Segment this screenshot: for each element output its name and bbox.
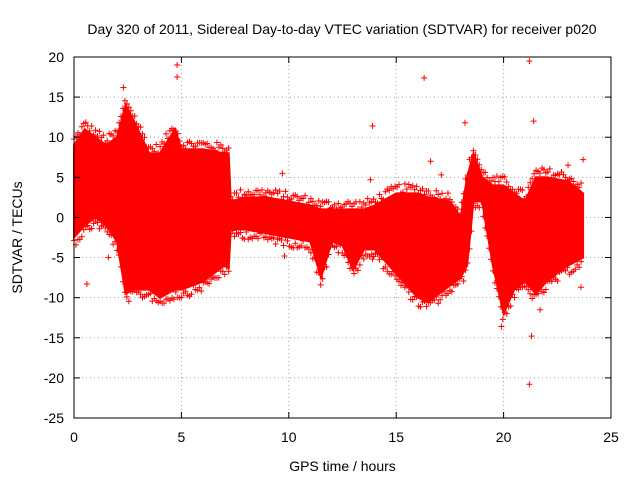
data-point (369, 256, 376, 263)
data-point (498, 323, 505, 330)
data-point (120, 84, 127, 91)
data-point (427, 158, 434, 165)
y-tick-label: 15 (48, 89, 64, 105)
chart-title: Day 320 of 2011, Sidereal Day-to-day VTE… (87, 21, 596, 37)
data-point (174, 74, 181, 81)
data-point (565, 162, 572, 169)
data-point (421, 74, 428, 81)
y-tick-label: 20 (48, 49, 64, 65)
y-tick-label: 0 (56, 209, 64, 225)
data-band (73, 102, 585, 317)
data-point (537, 306, 544, 313)
data-point (526, 381, 533, 388)
y-tick-label: -25 (44, 410, 64, 426)
data-point (279, 170, 286, 177)
y-tick-label: 10 (48, 129, 64, 145)
data-point (530, 118, 537, 125)
x-tick-label: 25 (603, 429, 619, 445)
data-point (105, 254, 112, 261)
data-point (367, 176, 374, 183)
y-axis-label: SDTVAR / TECUs (9, 181, 25, 293)
data-layer (71, 58, 587, 388)
data-point (174, 62, 181, 69)
y-tick-label: -20 (44, 370, 64, 386)
x-tick-label: 15 (388, 429, 404, 445)
y-tick-label: -15 (44, 330, 64, 346)
data-point (438, 171, 445, 178)
axis-ticks: 0 5 10 15 20 25 -25 -20 -15 -10 -5 0 5 10 15 20 (44, 49, 619, 445)
x-tick-label: 10 (281, 429, 297, 445)
data-point (577, 284, 584, 291)
x-axis-label: GPS time / hours (289, 458, 396, 474)
data-point (528, 333, 535, 340)
data-point (580, 156, 587, 163)
data-point (369, 122, 376, 129)
x-tick-label: 20 (496, 429, 512, 445)
data-point (83, 281, 90, 288)
y-tick-label: 5 (56, 169, 64, 185)
plot-frame (73, 56, 612, 419)
data-point (526, 58, 533, 65)
data-point (461, 119, 468, 126)
y-tick-label: -5 (52, 250, 65, 266)
data-point (281, 252, 288, 259)
x-tick-label: 5 (178, 429, 186, 445)
y-tick-label: -10 (44, 290, 64, 306)
x-tick-label: 0 (70, 429, 78, 445)
